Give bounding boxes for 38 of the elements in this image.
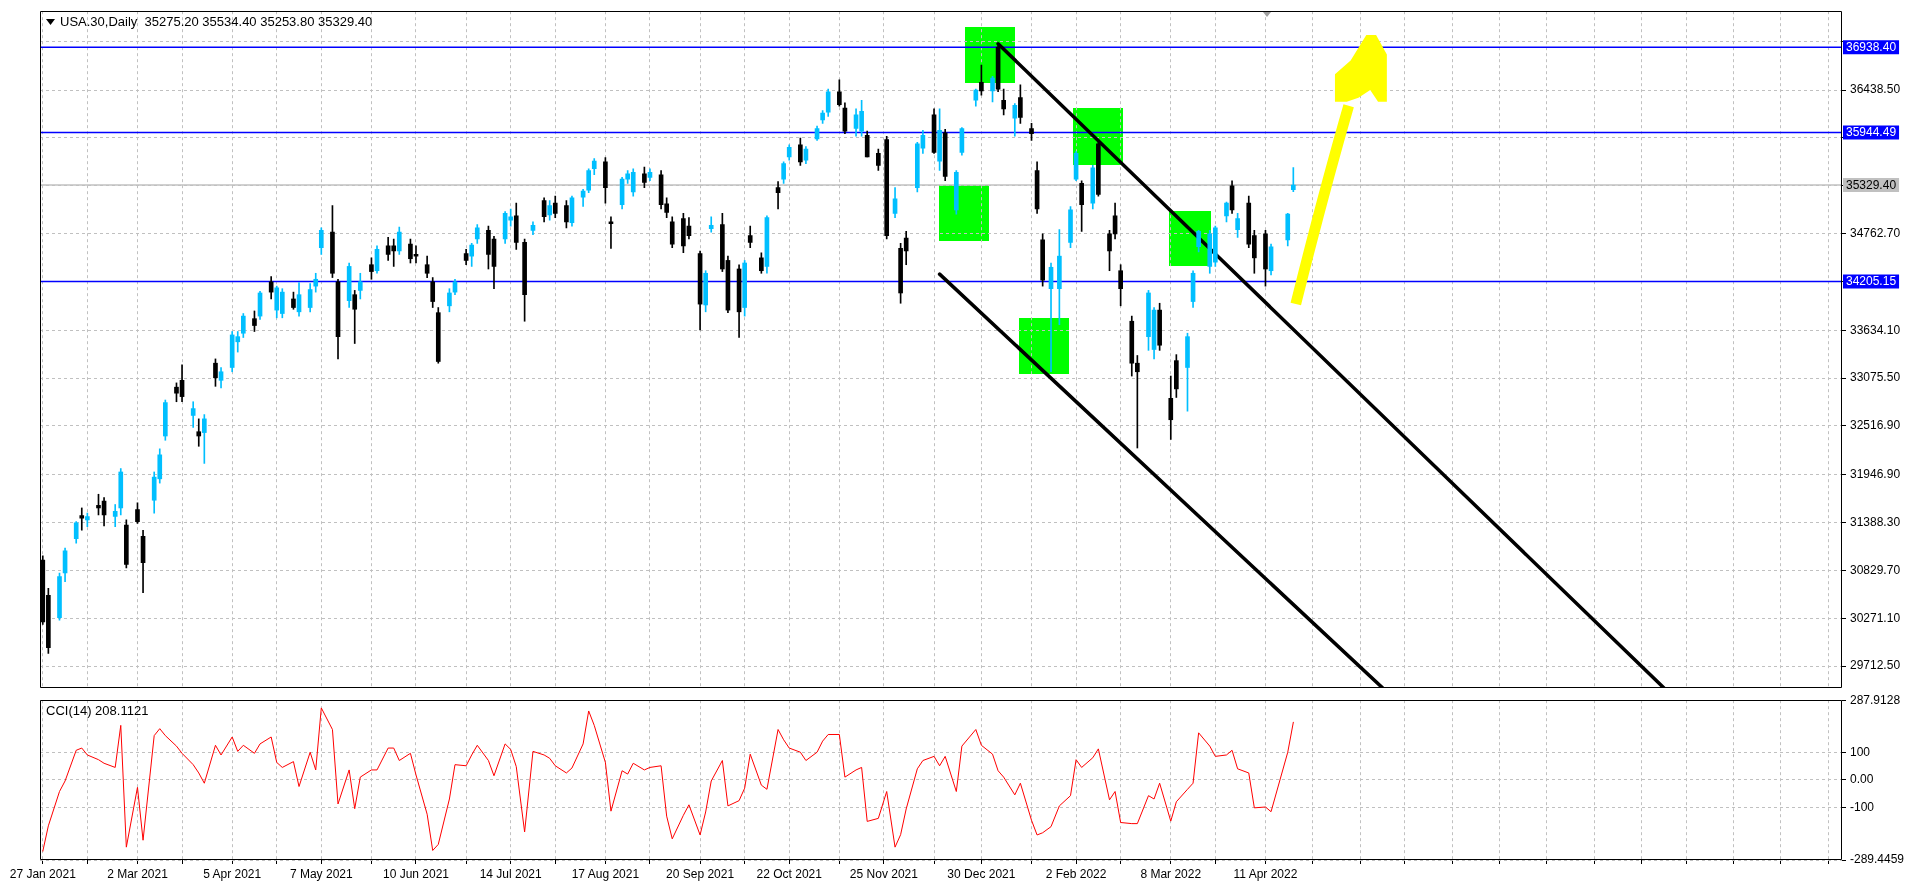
x-tick-label: 17 Aug 2021 <box>571 866 640 881</box>
x-tick-label: 30 Dec 2021 <box>947 866 1016 881</box>
x-tick-label: 5 Apr 2021 <box>203 866 262 881</box>
x-tick-label: 10 Jun 2021 <box>382 866 450 881</box>
candlestick <box>1290 167 1296 192</box>
x-tick-label: 20 Sep 2021 <box>666 866 735 881</box>
y-tick-label: 0.00 <box>1850 772 1874 787</box>
y-tick-label: 34762.70 <box>1850 225 1901 240</box>
y-tick-label: 30829.70 <box>1850 562 1901 577</box>
x-tick-label: 7 May 2021 <box>289 866 353 881</box>
x-tick-label: 14 Jul 2021 <box>479 866 543 881</box>
x-tick-label: 25 Nov 2021 <box>849 866 919 881</box>
y-tick-label: -289.4459 <box>1850 852 1905 867</box>
x-tick-label: 27 Jan 2021 <box>9 866 77 881</box>
x-tick-label: 2 Feb 2022 <box>1045 866 1107 881</box>
y-tick-label: 31388.30 <box>1850 514 1901 529</box>
y-tick-label: 29712.50 <box>1850 658 1901 673</box>
y-tick-label: 33075.50 <box>1850 370 1901 385</box>
y-tick-label: 31946.90 <box>1850 467 1901 482</box>
chart-title: USA.30,Daily 35275.20 35534.40 35253.80 35329.40 <box>60 13 373 29</box>
x-tick-label: 2 Mar 2021 <box>107 866 169 881</box>
y-tick-label: 287.9128 <box>1850 692 1901 707</box>
ref-line-label: 35944.49 <box>1846 125 1897 140</box>
ref-line-label: 34205.15 <box>1846 274 1897 289</box>
y-tick-label: 30271.10 <box>1850 610 1901 625</box>
y-tick-label: 36438.50 <box>1850 82 1901 97</box>
chart-title: CCI(14) 208.1121 <box>46 702 149 718</box>
ref-line-label: 35329.40 <box>1846 177 1897 192</box>
candlestick <box>196 418 202 447</box>
y-tick-label: 32516.90 <box>1850 418 1901 433</box>
y-tick-label: 100 <box>1850 744 1871 759</box>
x-tick-label: 22 Oct 2021 <box>756 866 823 881</box>
candlestick <box>79 507 85 531</box>
y-tick-label: 33634.10 <box>1850 322 1901 337</box>
ref-line-label: 36938.40 <box>1846 40 1897 55</box>
x-tick-label: 11 Apr 2022 <box>1233 866 1298 881</box>
y-tick-label: -100 <box>1850 799 1875 814</box>
x-tick-label: 8 Mar 2022 <box>1140 866 1202 881</box>
